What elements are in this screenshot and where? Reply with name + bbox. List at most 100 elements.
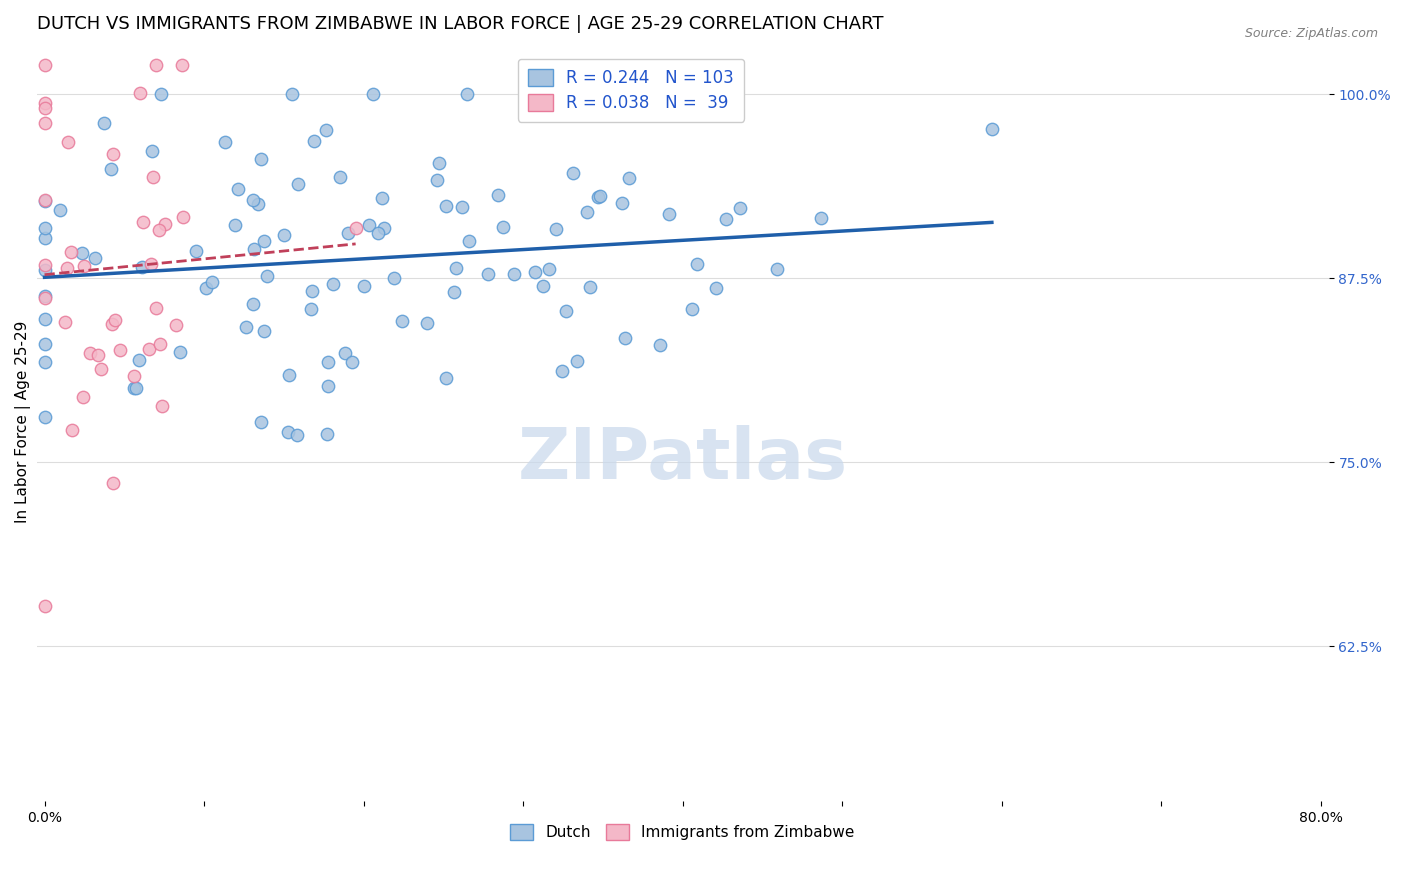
Point — [100, 161, 122, 176]
Point — [79, 346, 101, 360]
Point — [139, 256, 162, 270]
Point — [56, 135, 79, 149]
Point — [728, 201, 751, 215]
Point — [486, 188, 509, 202]
Point — [980, 122, 1002, 136]
Point — [565, 354, 588, 368]
Point — [316, 379, 339, 393]
Point — [101, 317, 124, 331]
Point — [575, 205, 598, 219]
Point — [299, 301, 322, 316]
Point — [344, 221, 367, 235]
Text: ZIPatlas: ZIPatlas — [517, 425, 848, 494]
Point — [648, 338, 671, 352]
Point — [316, 355, 339, 369]
Point — [523, 264, 546, 278]
Point — [150, 399, 173, 413]
Point — [132, 215, 155, 229]
Point — [551, 364, 574, 378]
Point — [444, 260, 467, 275]
Point — [93, 116, 115, 130]
Point — [555, 303, 578, 318]
Point — [766, 261, 789, 276]
Point — [450, 200, 472, 214]
Point — [256, 269, 278, 284]
Point — [285, 428, 308, 442]
Point — [59, 245, 82, 260]
Point — [145, 301, 167, 315]
Point — [716, 212, 738, 227]
Point — [122, 380, 145, 394]
Point — [586, 190, 609, 204]
Point — [273, 228, 295, 243]
Point — [561, 166, 583, 180]
Point — [34, 312, 56, 326]
Point — [125, 381, 148, 395]
Point — [578, 280, 600, 294]
Point — [48, 203, 70, 218]
Point — [235, 320, 257, 334]
Point — [34, 337, 56, 351]
Point — [434, 371, 457, 385]
Point — [367, 227, 389, 241]
Point — [172, 211, 194, 225]
Point — [201, 275, 224, 289]
Point — [434, 199, 457, 213]
Point — [391, 314, 413, 328]
Point — [101, 147, 124, 161]
Point — [657, 207, 679, 221]
Point — [617, 171, 640, 186]
Point — [34, 194, 56, 209]
Point — [184, 244, 207, 259]
Point — [108, 343, 131, 357]
Point — [34, 58, 56, 72]
Point — [246, 197, 269, 211]
Point — [301, 284, 323, 298]
Point — [131, 260, 153, 275]
Point — [810, 211, 832, 226]
Point — [589, 189, 612, 203]
Point — [34, 410, 56, 425]
Point — [373, 221, 395, 235]
Point — [427, 155, 450, 169]
Point — [242, 242, 264, 256]
Point — [34, 262, 56, 277]
Point — [70, 245, 93, 260]
Point — [87, 348, 110, 362]
Point — [250, 415, 273, 429]
Point — [416, 316, 439, 330]
Point — [128, 353, 150, 368]
Y-axis label: In Labor Force | Age 25-29: In Labor Force | Age 25-29 — [15, 321, 31, 523]
Point — [278, 368, 301, 382]
Point — [34, 221, 56, 235]
Point — [34, 116, 56, 130]
Point — [353, 279, 375, 293]
Point — [371, 191, 394, 205]
Point — [90, 362, 112, 376]
Point — [382, 270, 405, 285]
Point — [104, 312, 127, 326]
Point — [72, 390, 94, 404]
Point — [322, 277, 344, 291]
Point — [287, 177, 309, 191]
Point — [34, 291, 56, 305]
Point — [34, 355, 56, 369]
Point — [250, 152, 273, 166]
Point — [53, 315, 76, 329]
Point — [34, 288, 56, 302]
Point — [614, 331, 637, 345]
Point — [73, 259, 96, 273]
Point — [224, 218, 246, 232]
Point — [531, 279, 554, 293]
Point — [315, 123, 337, 137]
Point — [84, 252, 107, 266]
Legend: Dutch, Immigrants from Zimbabwe: Dutch, Immigrants from Zimbabwe — [505, 818, 860, 847]
Point — [60, 423, 83, 437]
Point — [129, 86, 152, 100]
Point — [34, 258, 56, 272]
Point — [122, 368, 145, 383]
Point — [477, 267, 499, 281]
Point — [686, 257, 709, 271]
Point — [34, 599, 56, 613]
Point — [337, 226, 360, 240]
